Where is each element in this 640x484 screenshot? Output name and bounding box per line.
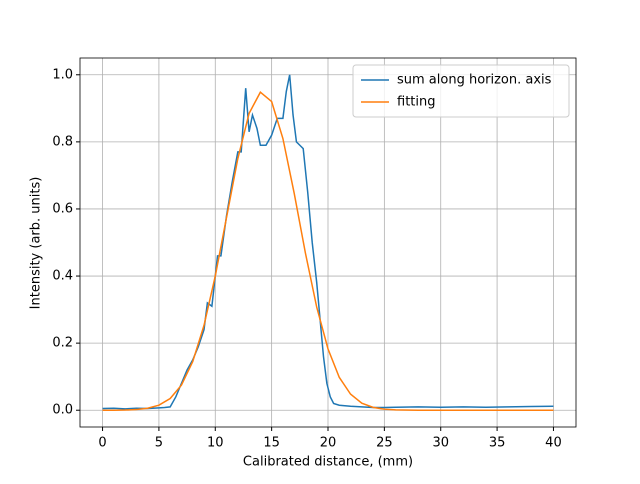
x-tick-label: 10 <box>207 436 224 451</box>
series-line <box>102 91 554 411</box>
x-tick-label: 30 <box>432 436 449 451</box>
plot-frame <box>79 57 577 428</box>
series-line <box>102 74 554 410</box>
legend-label: sum along horizon. axis <box>397 73 552 88</box>
y-axis-label: Intensity (arb. units) <box>29 177 44 310</box>
x-tick-label: 5 <box>155 436 163 451</box>
y-tick-label: 0.6 <box>52 201 73 216</box>
x-tick-label: 25 <box>376 436 393 451</box>
x-tick-label: 35 <box>489 436 506 451</box>
legend: sum along horizon. axis fitting <box>352 64 570 118</box>
y-tick-label: 0.4 <box>52 269 73 284</box>
y-tick-label: 0.0 <box>52 403 73 418</box>
y-tick-label: 1.0 <box>52 67 73 82</box>
legend-box <box>352 64 570 118</box>
x-tick-label: 0 <box>98 436 106 451</box>
x-axis-label: Calibrated distance, (mm) <box>243 455 413 470</box>
x-tick-label: 15 <box>263 436 280 451</box>
x-tick-label: 20 <box>320 436 337 451</box>
y-tick-label: 0.8 <box>52 134 73 149</box>
legend-label: fitting <box>397 95 436 110</box>
y-tick-label: 0.2 <box>52 336 73 351</box>
x-tick-label: 40 <box>545 436 562 451</box>
